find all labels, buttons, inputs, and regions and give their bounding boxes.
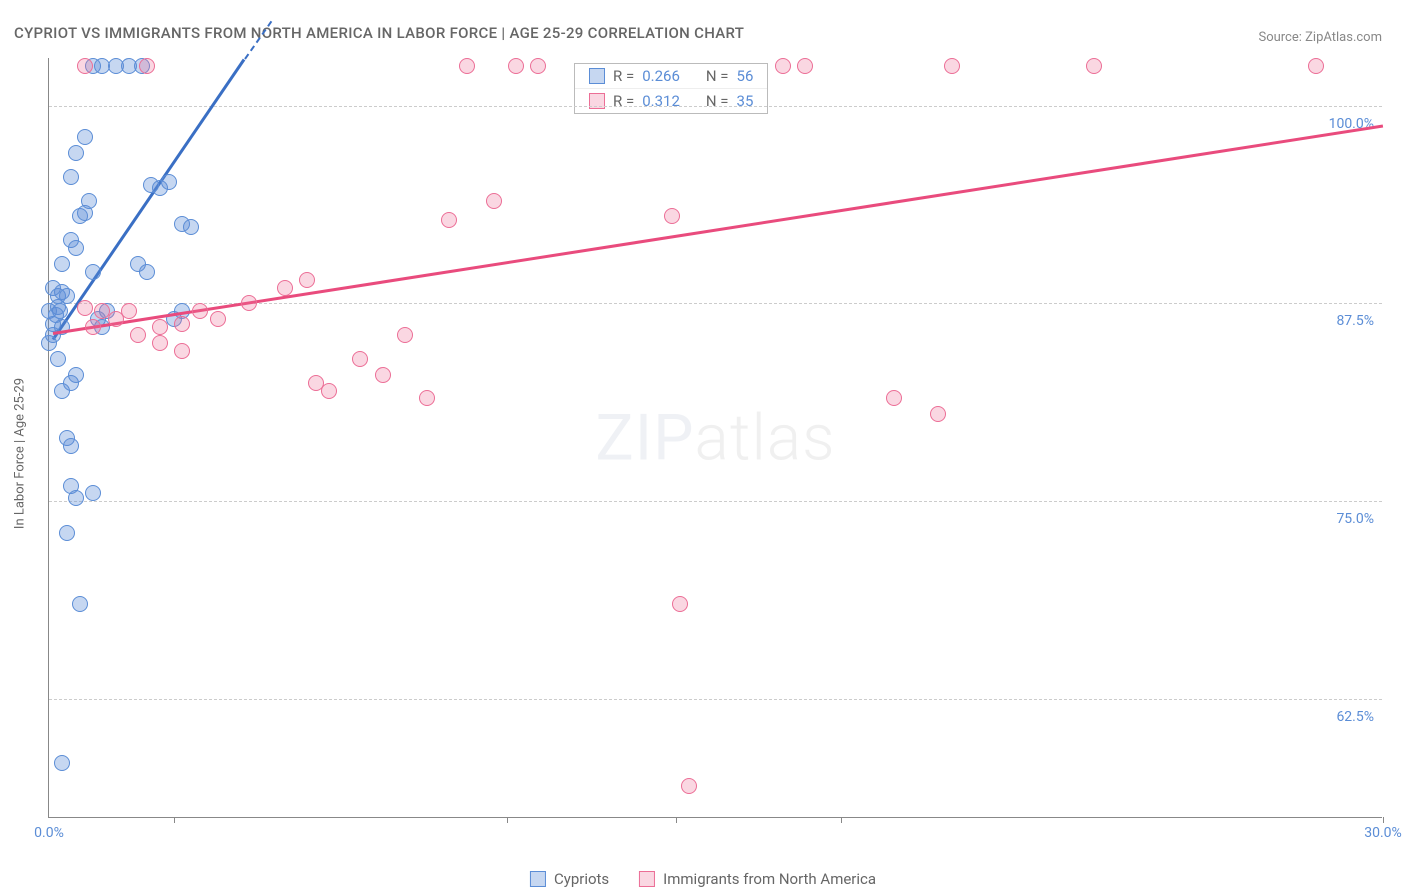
legend-series-label: Immigrants from North America xyxy=(663,870,876,888)
data-point xyxy=(797,58,813,74)
data-point xyxy=(50,351,66,367)
data-point xyxy=(54,256,70,272)
x-tick-mark xyxy=(1383,817,1384,823)
data-point xyxy=(45,327,61,343)
data-point xyxy=(1308,58,1324,74)
data-point xyxy=(486,193,502,209)
legend-swatch xyxy=(530,871,546,887)
x-tick-label: 0.0% xyxy=(34,825,64,841)
data-point xyxy=(77,58,93,74)
legend-n-label: N = xyxy=(706,67,729,85)
source-label: Source: ZipAtlas.com xyxy=(1258,30,1382,45)
data-point xyxy=(930,406,946,422)
data-point xyxy=(419,390,435,406)
legend-item: Cypriots xyxy=(530,870,609,888)
data-point xyxy=(441,212,457,228)
data-point xyxy=(121,303,137,319)
x-tick-mark xyxy=(841,817,842,823)
data-point xyxy=(85,319,101,335)
x-tick-mark xyxy=(676,817,677,823)
legend-item: Immigrants from North America xyxy=(639,870,876,888)
data-point xyxy=(886,390,902,406)
legend-swatch xyxy=(589,93,605,109)
data-point xyxy=(352,351,368,367)
data-point xyxy=(54,755,70,771)
data-point xyxy=(152,319,168,335)
x-tick-label: 30.0% xyxy=(1364,825,1402,841)
data-point xyxy=(944,58,960,74)
legend-swatch xyxy=(589,68,605,84)
data-point xyxy=(397,327,413,343)
legend-bottom: Cypriots Immigrants from North America xyxy=(530,870,876,888)
data-point xyxy=(174,316,190,332)
data-point xyxy=(152,335,168,351)
data-point xyxy=(192,303,208,319)
data-point xyxy=(52,303,68,319)
data-point xyxy=(139,58,155,74)
gridline-h xyxy=(49,501,1382,502)
data-point xyxy=(63,169,79,185)
data-point xyxy=(68,490,84,506)
legend-n-value: 56 xyxy=(737,67,754,85)
legend-r-value: 0.266 xyxy=(642,67,680,85)
y-tick-label: 75.0% xyxy=(1336,511,1374,527)
data-point xyxy=(77,300,93,316)
legend-n-label: N = xyxy=(706,92,729,110)
data-point xyxy=(1086,58,1102,74)
data-point xyxy=(664,208,680,224)
data-point xyxy=(77,129,93,145)
data-point xyxy=(81,193,97,209)
data-point xyxy=(241,295,257,311)
legend-r-label: R = xyxy=(613,92,634,110)
gridline-h xyxy=(49,106,1382,107)
data-point xyxy=(63,438,79,454)
y-axis-label: In Labor Force | Age 25-29 xyxy=(13,378,28,529)
legend-n-value: 35 xyxy=(737,92,754,110)
data-point xyxy=(508,58,524,74)
data-point xyxy=(321,383,337,399)
data-point xyxy=(130,327,146,343)
data-point xyxy=(139,264,155,280)
data-point xyxy=(775,58,791,74)
data-point xyxy=(299,272,315,288)
watermark-bold: ZIP xyxy=(595,400,694,475)
data-point xyxy=(681,778,697,794)
data-point xyxy=(68,367,84,383)
y-tick-label: 87.5% xyxy=(1336,313,1374,329)
x-tick-mark xyxy=(507,817,508,823)
data-point xyxy=(174,343,190,359)
watermark-thin: atlas xyxy=(695,400,836,475)
gridline-h xyxy=(49,699,1382,700)
data-point xyxy=(59,288,75,304)
data-point xyxy=(72,596,88,612)
y-tick-label: 62.5% xyxy=(1336,709,1374,725)
data-point xyxy=(68,240,84,256)
chart-title: CYPRIOT VS IMMIGRANTS FROM NORTH AMERICA… xyxy=(14,24,744,42)
data-point xyxy=(161,174,177,190)
plot-area: ZIPatlas R = 0.266N = 56R = 0.312N = 35 … xyxy=(48,58,1382,818)
data-point xyxy=(210,311,226,327)
data-point xyxy=(530,58,546,74)
data-point xyxy=(183,219,199,235)
data-point xyxy=(672,596,688,612)
data-point xyxy=(375,367,391,383)
legend-stats-row: R = 0.312 N = 35 xyxy=(575,88,767,113)
legend-swatch xyxy=(639,871,655,887)
x-tick-mark xyxy=(174,817,175,823)
data-point xyxy=(59,525,75,541)
watermark: ZIPatlas xyxy=(595,400,835,475)
data-point xyxy=(85,264,101,280)
data-point xyxy=(277,280,293,296)
data-point xyxy=(85,485,101,501)
legend-series-label: Cypriots xyxy=(554,870,609,888)
legend-r-value: 0.312 xyxy=(642,92,680,110)
data-point xyxy=(68,145,84,161)
legend-stats-row: R = 0.266 N = 56 xyxy=(575,64,767,88)
data-point xyxy=(459,58,475,74)
legend-r-label: R = xyxy=(613,67,634,85)
